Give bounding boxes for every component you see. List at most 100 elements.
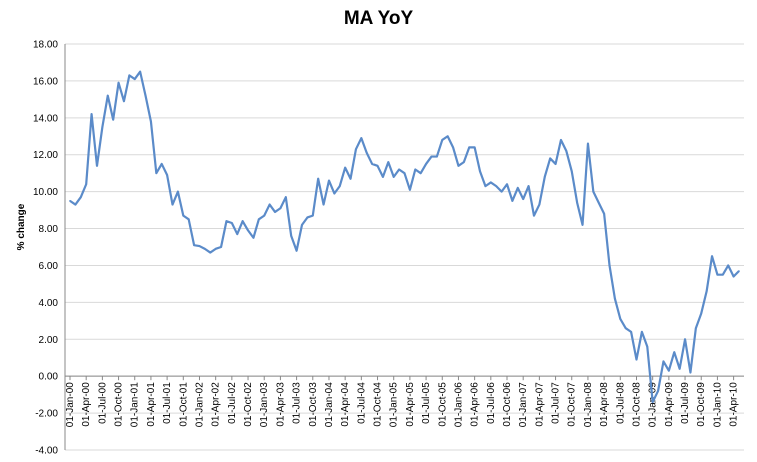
data-point — [365, 152, 368, 154]
data-point — [306, 216, 309, 219]
data-point — [382, 176, 384, 178]
data-point — [506, 183, 508, 186]
x-tick-label: 01-Apr-08 — [599, 382, 610, 427]
data-point — [517, 187, 519, 189]
data-point — [258, 218, 260, 221]
data-point — [214, 248, 217, 250]
data-point — [738, 270, 740, 272]
data-point — [344, 166, 346, 169]
data-point — [106, 94, 109, 97]
data-point — [533, 214, 535, 217]
data-point — [619, 318, 622, 320]
data-point — [268, 203, 271, 206]
data-point — [69, 200, 71, 202]
data-point — [560, 139, 562, 141]
data-point — [79, 196, 82, 198]
data-point — [101, 126, 104, 128]
y-tick-label: 4.00 — [39, 298, 59, 309]
y-tick-label: 0.00 — [39, 372, 59, 383]
y-axis-label: % change — [16, 203, 27, 250]
data-point — [155, 172, 158, 174]
data-point — [252, 236, 255, 239]
x-tick-label: 01-Jan-05 — [389, 382, 400, 427]
data-point — [225, 220, 228, 222]
x-tick-label: 01-Apr-01 — [146, 382, 157, 427]
y-tick-label: -2.00 — [35, 409, 58, 420]
x-tick-label: 01-Jul-03 — [292, 382, 303, 424]
x-tick-label: 01-Jul-06 — [486, 382, 497, 424]
data-point — [543, 176, 546, 178]
data-point — [630, 331, 632, 333]
x-tick-label: 01-Jul-07 — [551, 382, 562, 424]
data-point — [705, 290, 708, 293]
x-tick-label: 01-Jul-08 — [615, 382, 626, 424]
x-tick-label: 01-Apr-09 — [664, 382, 675, 427]
data-point — [473, 146, 476, 149]
y-tick-label: 14.00 — [33, 113, 58, 124]
data-point — [592, 190, 595, 193]
y-tick-label: 6.00 — [39, 261, 59, 272]
data-point — [436, 155, 438, 158]
data-point — [117, 81, 120, 84]
data-point — [678, 368, 681, 370]
x-tick-label: 01-Apr-07 — [534, 382, 545, 427]
data-point — [603, 212, 605, 215]
data-point — [624, 327, 627, 330]
x-tick-label: 01-Jul-02 — [227, 382, 238, 424]
data-point — [500, 190, 503, 193]
data-point — [441, 139, 444, 141]
data-point — [387, 161, 390, 163]
x-tick-label: 01-Jan-09 — [648, 382, 659, 427]
data-point — [279, 207, 282, 210]
data-point — [565, 150, 568, 152]
data-point — [722, 273, 724, 276]
data-point — [322, 203, 325, 206]
y-tick-label: 10.00 — [33, 187, 58, 198]
data-point — [468, 146, 471, 149]
data-point — [484, 185, 487, 187]
series-line — [69, 70, 740, 404]
data-point — [123, 100, 125, 103]
data-point — [409, 188, 411, 191]
data-point — [398, 168, 400, 171]
data-point — [511, 200, 514, 202]
data-point — [198, 245, 201, 247]
x-tick-label: 01-Jan-07 — [518, 382, 529, 427]
x-tick-label: 01-Apr-10 — [729, 382, 740, 427]
data-point — [479, 170, 481, 173]
data-point — [392, 176, 395, 178]
data-point — [684, 338, 686, 341]
data-point — [587, 142, 589, 145]
x-tick-label: 01-Apr-05 — [405, 382, 416, 427]
x-tick-label: 01-Oct-08 — [631, 382, 642, 427]
data-point — [581, 224, 584, 226]
x-tick-label: 01-Oct-03 — [308, 382, 319, 427]
x-tick-labels: 01-Jan-00 01-Apr-00 01-Jul-00 01-Oct-00 01-J… — [65, 376, 740, 427]
data-point — [285, 196, 287, 198]
data-point — [317, 177, 319, 180]
data-point — [96, 165, 98, 167]
x-tick-label: 01-Oct-06 — [502, 382, 513, 427]
data-point — [700, 312, 703, 315]
data-point — [355, 148, 357, 150]
y-tick-label: 2.00 — [39, 335, 59, 346]
data-point — [349, 177, 352, 180]
data-point — [727, 264, 730, 267]
data-point — [328, 179, 330, 182]
data-point — [133, 78, 136, 80]
data-point — [662, 360, 665, 363]
x-tick-label: 01-Jul-09 — [680, 382, 691, 424]
data-point — [446, 135, 449, 138]
data-point — [576, 201, 578, 204]
x-tick-label: 01-Apr-02 — [211, 382, 222, 427]
data-point — [716, 273, 719, 276]
data-point — [646, 345, 649, 348]
data-point — [527, 185, 530, 187]
data-point — [139, 70, 141, 73]
data-point — [187, 218, 190, 221]
data-point — [641, 331, 643, 333]
data-point — [522, 198, 524, 200]
data-point — [333, 192, 336, 195]
data-point — [150, 120, 152, 123]
x-tick-label: 01-Jan-10 — [712, 382, 723, 427]
